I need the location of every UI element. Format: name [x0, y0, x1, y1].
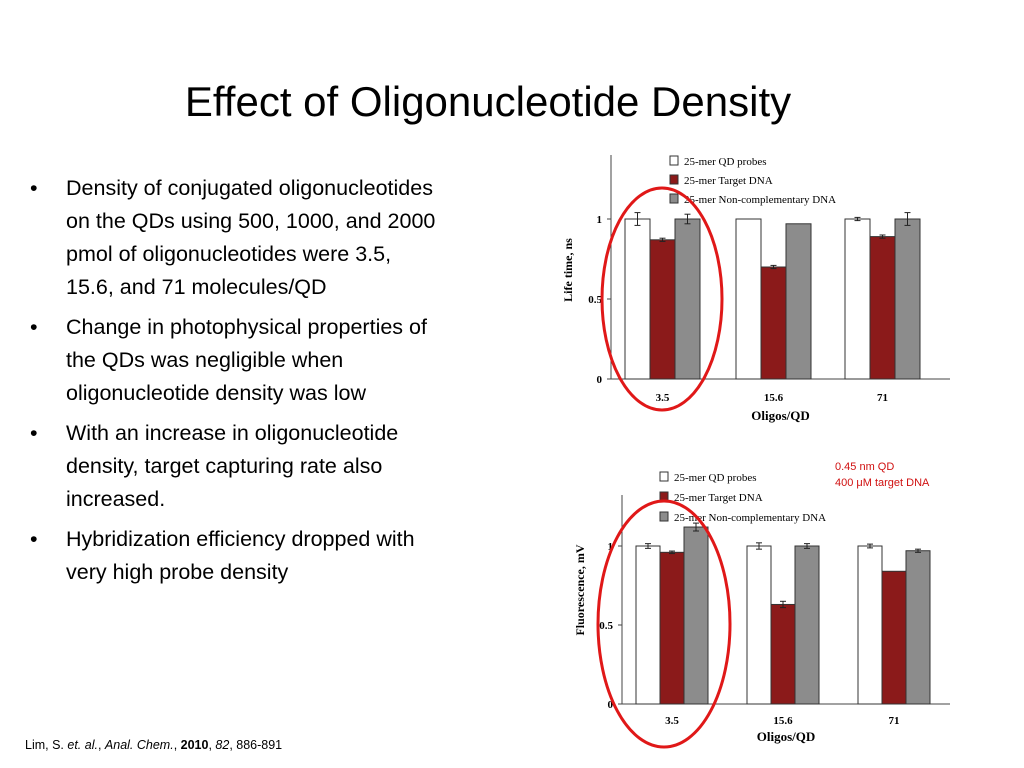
- legend-label: 25-mer QD probes: [684, 156, 766, 168]
- x-axis-label: Oligos/QD: [751, 408, 810, 423]
- bullet-line: 15.6, and 71 molecules/QD: [66, 275, 327, 299]
- bar: [674, 218, 701, 380]
- highlight-ellipse: [596, 499, 732, 749]
- bullet-line: increased.: [66, 487, 166, 511]
- x-axis-label: Oligos/QD: [757, 729, 816, 744]
- bar: [624, 218, 651, 380]
- citation-pages: , 886-891: [229, 738, 283, 752]
- legend-label: 25-mer Non-complementary DNA: [684, 194, 836, 206]
- legend-label: 25-mer Target DNA: [674, 492, 763, 504]
- bar: [881, 570, 907, 705]
- citation-year: 2010: [180, 738, 209, 752]
- bullet-line: Change in photophysical properties of: [66, 315, 427, 339]
- legend-swatch: [659, 511, 669, 522]
- citation: Lim, S. et. al., Anal. Chem., 2010, 82, …: [25, 737, 282, 753]
- bar: [770, 603, 796, 705]
- citation-sep: ,: [97, 738, 105, 752]
- y-tick-label: 0.5: [599, 620, 613, 632]
- citation-sep: ,: [208, 738, 216, 752]
- bar: [760, 266, 787, 380]
- bar: [735, 218, 762, 380]
- bullet-marker: •: [30, 315, 38, 339]
- bar: [857, 545, 883, 705]
- bar: [746, 545, 772, 705]
- bullet-line: oligonucleotide density was low: [66, 381, 366, 405]
- highlight-ellipse: [600, 186, 724, 412]
- y-tick-label: 1: [608, 541, 614, 553]
- x-tick-label: 71: [877, 392, 888, 404]
- x-tick-label: 3.5: [656, 392, 670, 404]
- citation-sep: ,: [173, 738, 181, 752]
- legend-label: 25-mer Target DNA: [684, 175, 773, 187]
- y-tick-label: 0: [608, 699, 614, 711]
- condition-note: 0.45 nm QD 400 μM target DNA: [835, 459, 929, 491]
- legend-swatch: [659, 471, 669, 482]
- y-tick-label: 0: [597, 374, 603, 386]
- bar: [894, 218, 921, 380]
- bar: [794, 545, 820, 705]
- condition-note-line: 0.45 nm QD: [835, 461, 895, 473]
- legend-label: 25-mer QD probes: [674, 472, 756, 484]
- bullet-line: on the QDs using 500, 1000, and 2000: [66, 209, 436, 233]
- bar: [649, 239, 676, 380]
- x-tick-label: 71: [889, 715, 900, 727]
- y-axis-label: Life time, ns: [561, 238, 575, 302]
- citation-etal: et. al.: [67, 738, 98, 752]
- bullet-line: the QDs was negligible when: [66, 348, 344, 372]
- x-tick-label: 3.5: [665, 715, 679, 727]
- x-tick-label: 15.6: [773, 715, 793, 727]
- bullet-line: pmol of oligonucleotides were 3.5,: [66, 242, 392, 266]
- bar: [635, 545, 661, 705]
- citation-author: Lim, S.: [25, 738, 68, 752]
- bullet-marker: •: [30, 421, 38, 445]
- y-tick-label: 0.5: [588, 294, 602, 306]
- bullet-line: Density of conjugated oligonucleotides: [66, 176, 433, 200]
- legend-swatch: [669, 155, 679, 166]
- citation-journal: Anal. Chem.: [104, 738, 174, 752]
- bar: [785, 223, 812, 380]
- bar: [683, 526, 709, 705]
- bar: [869, 236, 896, 380]
- bullet-line: With an increase in oligonucleotide: [66, 421, 399, 445]
- condition-note-line: 400 μM target DNA: [835, 477, 930, 489]
- slide-title: Effect of Oligonucleotide Density: [184, 78, 792, 125]
- bullet-line: Hybridization efficiency dropped with: [66, 527, 415, 551]
- bar: [659, 551, 685, 705]
- y-tick-label: 1: [597, 214, 603, 226]
- legend-swatch: [669, 174, 679, 185]
- bullet-marker: •: [30, 527, 38, 551]
- legend-label: 25-mer Non-complementary DNA: [674, 512, 826, 524]
- bullet-item: • Change in photophysical properties of …: [30, 311, 530, 410]
- bullet-line: density, target capturing rate also: [66, 454, 383, 478]
- bullet-item: • Hybridization efficiency dropped with …: [30, 523, 530, 589]
- bar: [905, 550, 931, 705]
- bullet-item: • With an increase in oligonucleotide de…: [30, 417, 530, 516]
- bar: [844, 218, 871, 380]
- citation-volume: 82: [215, 738, 230, 752]
- bullet-marker: •: [30, 176, 38, 200]
- bullet-list: • Density of conjugated oligonucleotides…: [30, 172, 530, 596]
- y-axis-label: Fluorescence, mV: [573, 544, 587, 635]
- bullet-line: very high probe density: [66, 560, 289, 584]
- x-tick-label: 15.6: [764, 392, 784, 404]
- legend-swatch: [669, 193, 679, 204]
- bullet-item: • Density of conjugated oligonucleotides…: [30, 172, 530, 304]
